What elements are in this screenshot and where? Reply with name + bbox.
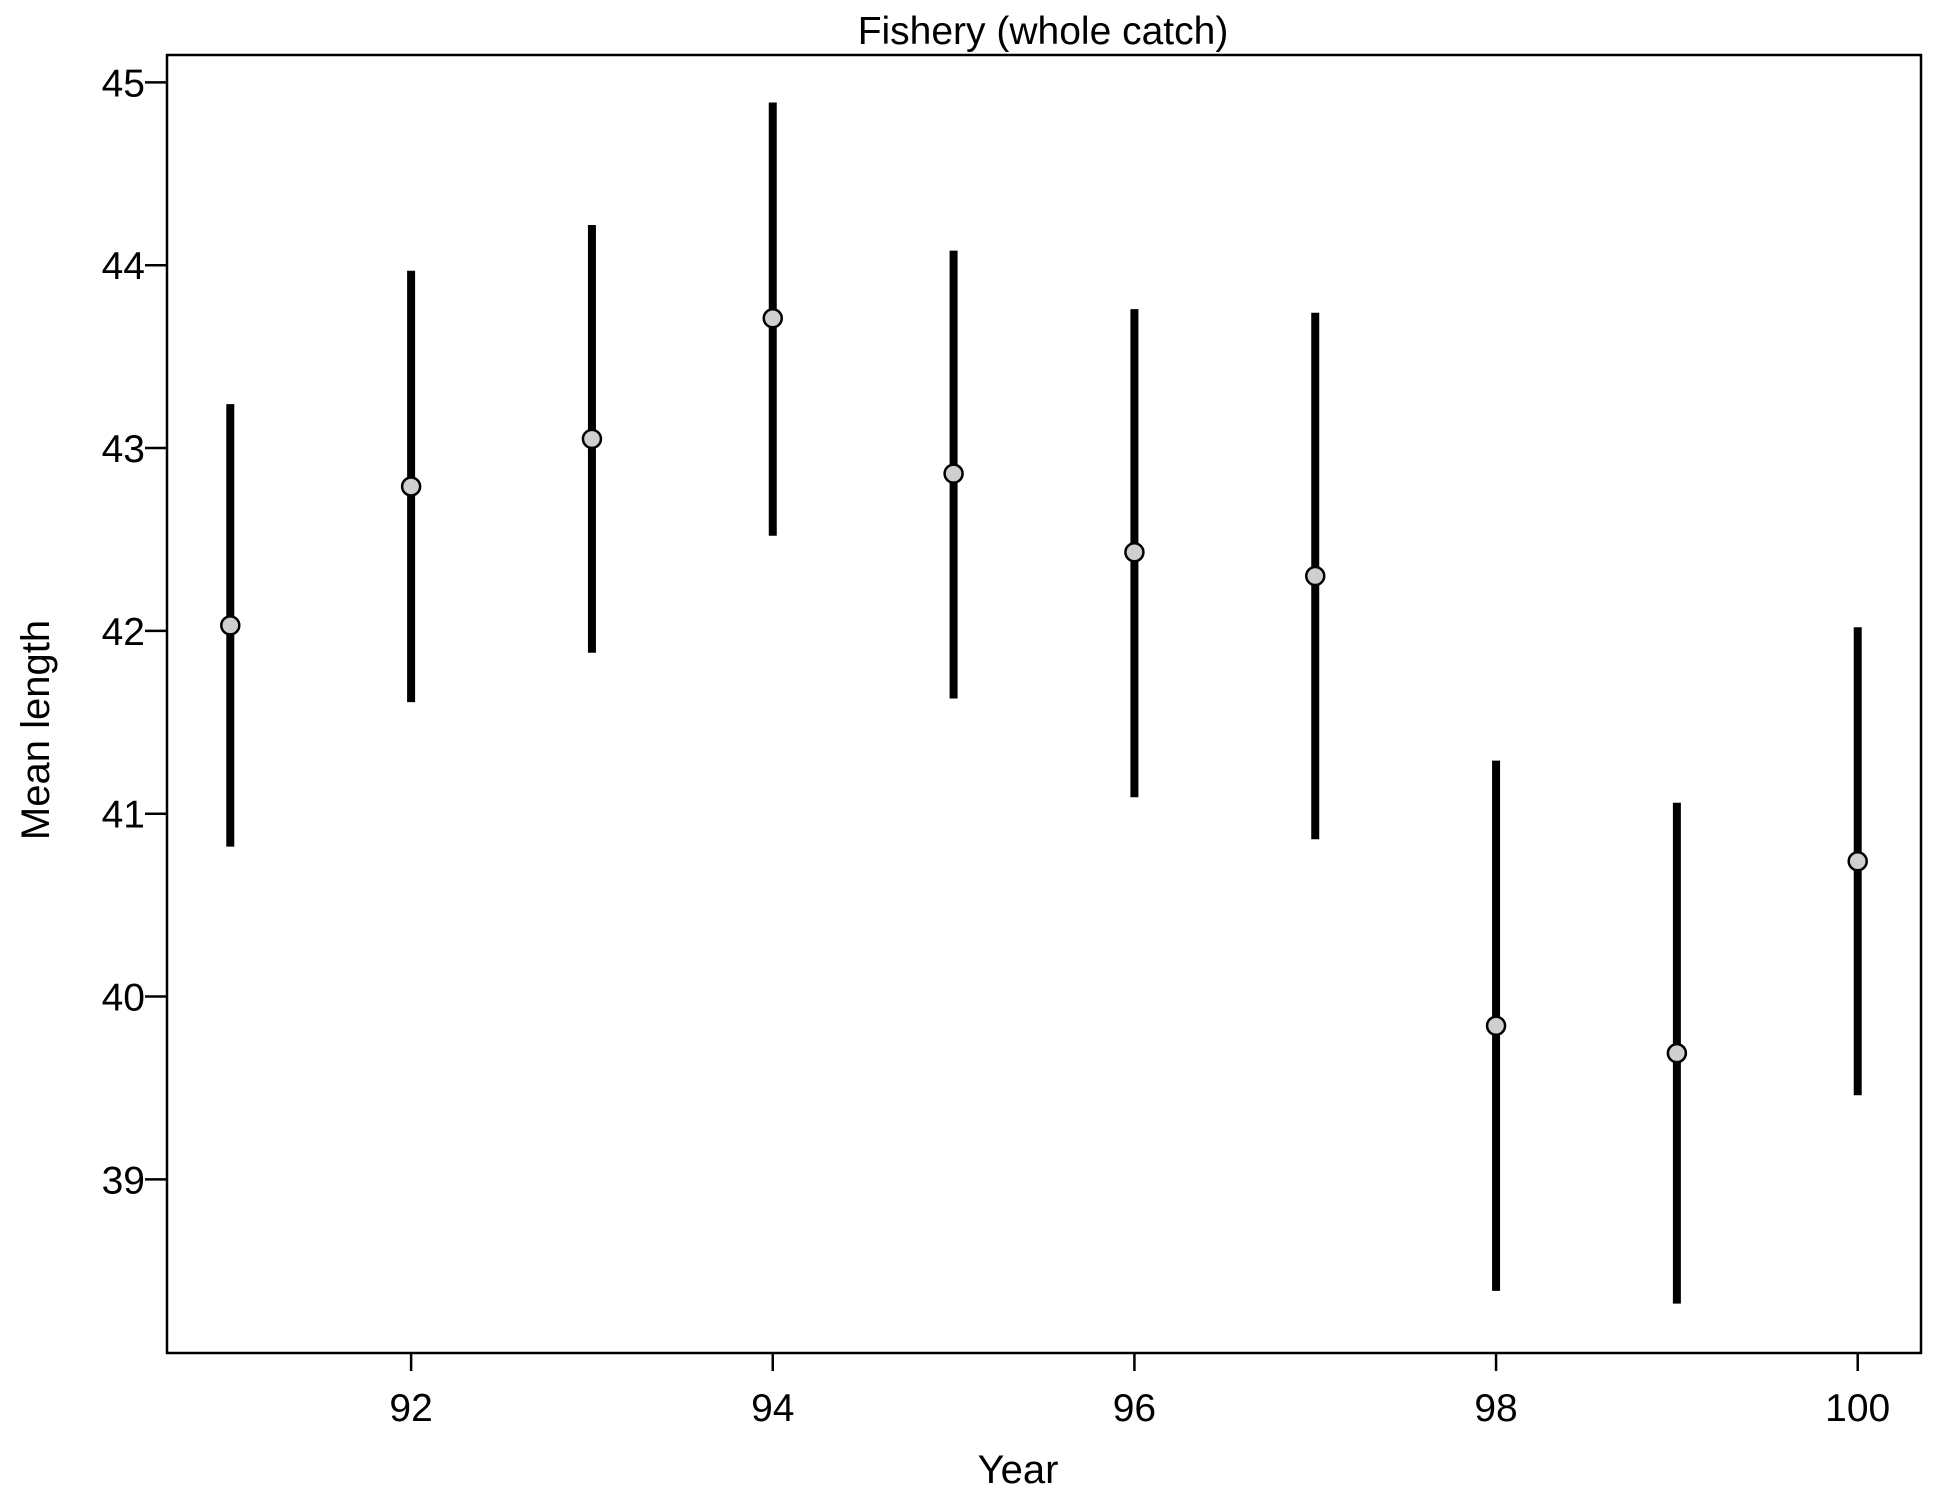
data-point [1304,565,1326,587]
data-point [762,308,784,329]
data-point [1485,1015,1507,1037]
y-tick-label: 42 [102,611,145,654]
x-tick-label: 96 [1113,1387,1156,1430]
x-axis-label: Year [978,1448,1059,1492]
plot-frame [165,53,1923,1355]
y-axis: 39 40 41 42 43 44 45 [102,62,167,1202]
y-tick-label: 40 [102,977,145,1020]
data-point [220,615,241,636]
data-point [400,476,422,497]
chart-title: Fishery (whole catch) [858,10,1229,53]
data-point [943,463,964,484]
y-tick-label: 44 [102,245,145,288]
data-marks [220,102,1868,1304]
data-point [1847,850,1868,872]
x-tick-label: 98 [1474,1387,1517,1430]
y-tick-label: 39 [102,1159,145,1202]
data-point [1666,1042,1688,1064]
y-tick-label: 41 [102,794,145,837]
x-tick-label: 92 [389,1387,432,1430]
y-tick-label: 43 [102,428,145,471]
x-tick-label: 100 [1825,1387,1890,1430]
x-tick-label: 94 [751,1387,794,1430]
x-axis: 92 94 96 98 100 [389,1353,1890,1430]
y-axis-label: Mean length [14,620,58,840]
data-point [1124,542,1145,563]
y-tick-label: 45 [102,62,145,105]
data-point [581,428,603,450]
